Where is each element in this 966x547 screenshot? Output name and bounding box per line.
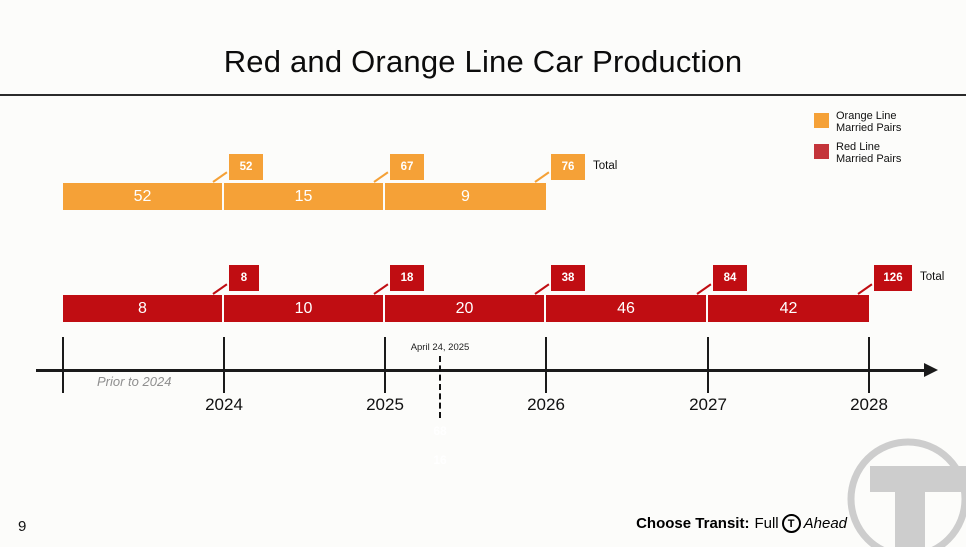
year-label: 2025	[366, 395, 404, 414]
choose-transit-label: Choose Transit:	[636, 515, 750, 532]
callout-box: 38	[551, 265, 585, 291]
total-label: Total	[593, 160, 618, 172]
bar-segment: 20	[385, 295, 546, 322]
connector-line	[212, 283, 228, 295]
bar-segment: 46	[546, 295, 708, 322]
tick-mark	[707, 337, 709, 393]
connector-line	[373, 283, 389, 295]
mbta-t-icon: T	[781, 514, 801, 533]
bar-segment: 42	[708, 295, 869, 322]
title-divider	[0, 94, 966, 96]
total-label: Total	[920, 271, 945, 283]
connector-line	[534, 283, 550, 295]
legend-label-line: Red Line	[836, 141, 881, 153]
bar-segment: 52	[63, 183, 224, 210]
tick-mark	[868, 337, 870, 393]
legend-item-red: Red Line Married Pairs	[814, 141, 901, 165]
timeline-axis	[36, 369, 926, 372]
legend-label-line: Married Pairs	[836, 153, 902, 165]
page-title: Red and Orange Line Car Production	[223, 44, 743, 79]
chart-legend: Orange Line Married Pairs Red Line Marri…	[814, 110, 901, 172]
prior-to-2024-label: Prior to 2024	[97, 374, 172, 389]
choose-transit-tagline: Choose Transit: Full T Ahead	[636, 514, 847, 533]
callout-box: 76	[551, 154, 585, 180]
connector-line	[212, 171, 228, 183]
red-swatch-icon	[814, 144, 829, 159]
legend-label-line: Orange Line	[836, 110, 897, 122]
callout-box: 67	[390, 154, 424, 180]
legend-item-orange: Orange Line Married Pairs	[814, 110, 901, 134]
year-label: 2026	[527, 395, 565, 414]
callout-box: 84	[713, 265, 747, 291]
bar-segment: 10	[224, 295, 385, 322]
full-label: Full	[754, 515, 779, 532]
annotation-dashed-line	[439, 356, 441, 418]
connector-line	[373, 171, 389, 183]
tick-mark	[384, 337, 386, 393]
tick-mark	[62, 337, 64, 393]
callout-box: 18	[390, 265, 424, 291]
bar-segment: 8	[63, 295, 224, 322]
annotation-date-label: April 24, 2025	[410, 342, 470, 353]
connector-line	[696, 283, 712, 295]
axis-arrowhead-icon	[924, 363, 938, 377]
annotation-red-value: 16	[433, 452, 447, 467]
year-label: 2028	[850, 395, 888, 414]
ahead-label: Ahead	[803, 515, 847, 532]
bar-segment: 9	[385, 183, 546, 210]
orange-swatch-icon	[814, 113, 829, 128]
tick-mark	[545, 337, 547, 393]
year-label: 2027	[689, 395, 727, 414]
mbta-logo-watermark-icon	[847, 438, 966, 547]
callout-box: 52	[229, 154, 263, 180]
tick-mark	[223, 337, 225, 393]
connector-line	[534, 171, 550, 183]
legend-label-line: Married Pairs	[836, 122, 902, 134]
year-label: 2024	[205, 395, 243, 414]
callout-box: 8	[229, 265, 259, 291]
bar-segment: 15	[224, 183, 385, 210]
annotation-orange-value: 68	[433, 423, 447, 438]
page-number: 9	[18, 518, 27, 535]
connector-line	[857, 283, 873, 295]
callout-box: 126	[874, 265, 912, 291]
